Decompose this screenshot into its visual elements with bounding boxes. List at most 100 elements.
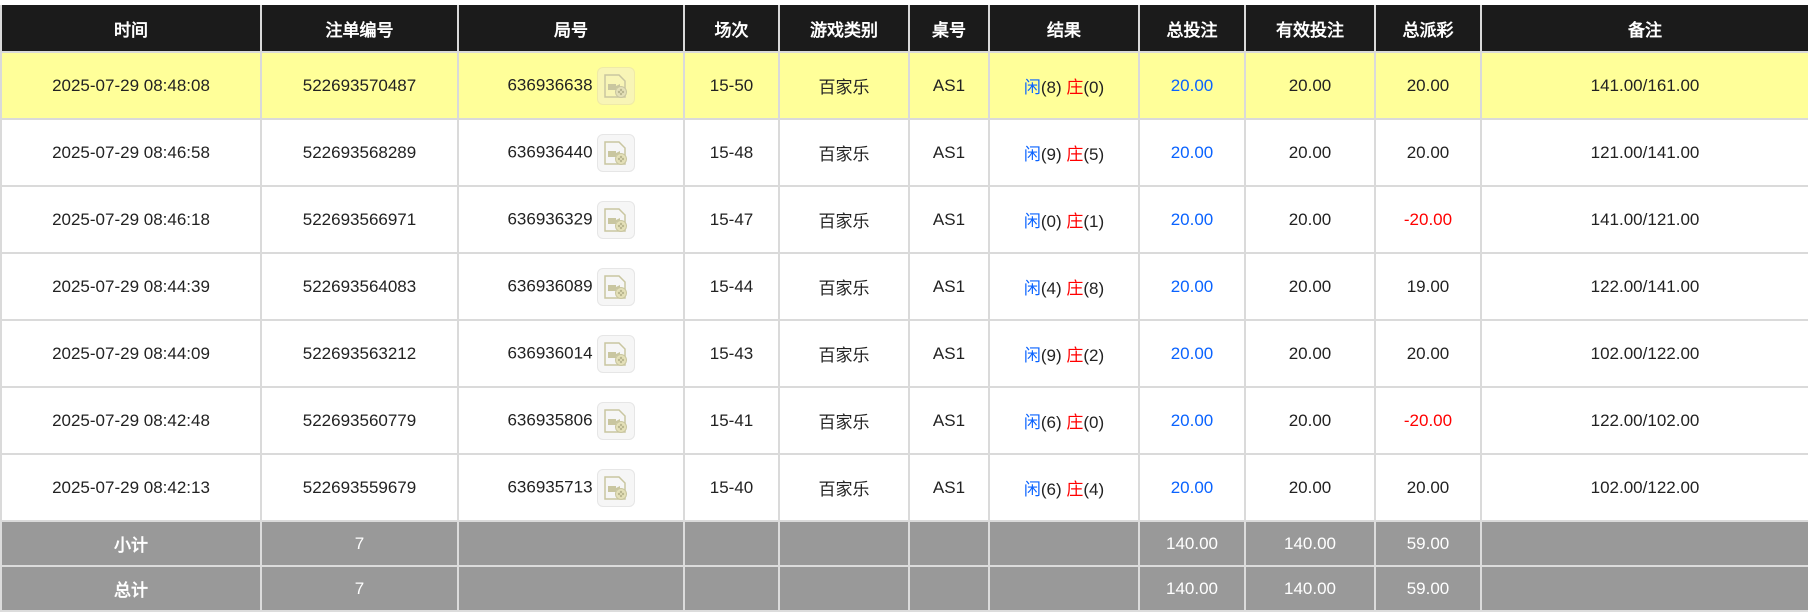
table-row[interactable]: 2025-07-29 08:44:39 522693564083 636936089… [0, 252, 1808, 321]
banker-label: 庄 [1066, 413, 1084, 432]
cell-remark: 122.00/141.00 [1480, 252, 1808, 321]
cell-time: 2025-07-29 08:42:13 [0, 453, 262, 522]
banker-label: 庄 [1066, 78, 1084, 97]
cell-result: 闲(4) 庄(8) [988, 252, 1140, 321]
summary-empty [908, 520, 990, 567]
cell-time: 2025-07-29 08:48:08 [0, 51, 262, 120]
summary-row: 总计 7 140.00 140.00 59.00 [0, 565, 1808, 612]
video-replay-icon[interactable] [596, 66, 635, 105]
banker-label: 庄 [1066, 346, 1084, 365]
banker-label: 庄 [1066, 212, 1084, 231]
summary-empty [1480, 565, 1808, 612]
cell-valid-bet: 20.00 [1244, 319, 1376, 388]
banker-score: (0) [1083, 78, 1105, 97]
player-label: 闲 [1023, 480, 1041, 499]
table-row[interactable]: 2025-07-29 08:48:08 522693570487 636936638… [0, 51, 1808, 120]
round-number: 636936089 [507, 275, 593, 295]
cell-shoe: 15-43 [683, 319, 780, 388]
summary-count: 7 [260, 520, 459, 567]
table-row[interactable]: 2025-07-29 08:44:09 522693563212 636936014… [0, 319, 1808, 388]
cell-valid-bet: 20.00 [1244, 185, 1376, 254]
table-row[interactable]: 2025-07-29 08:42:48 522693560779 636935806… [0, 386, 1808, 455]
video-replay-icon[interactable] [596, 468, 635, 507]
summary-row: 小计 7 140.00 140.00 59.00 [0, 520, 1808, 567]
summary-empty [457, 565, 685, 612]
cell-game: 百家乐 [778, 252, 910, 321]
header-shoe: 场次 [683, 5, 780, 52]
summary-valid-bet: 140.00 [1244, 520, 1376, 567]
cell-time: 2025-07-29 08:42:48 [0, 386, 262, 455]
cell-remark: 141.00/121.00 [1480, 185, 1808, 254]
cell-bet-id: 522693560779 [260, 386, 459, 455]
cell-round: 636936329 [457, 185, 685, 254]
header-round: 局号 [457, 5, 685, 52]
cell-total-bet: 20.00 [1138, 51, 1246, 120]
cell-payout: 20.00 [1374, 118, 1482, 187]
cell-round: 636935713 [457, 453, 685, 522]
summary-total-bet: 140.00 [1138, 520, 1246, 567]
cell-payout: -20.00 [1374, 386, 1482, 455]
cell-remark: 121.00/141.00 [1480, 118, 1808, 187]
summary-empty [778, 520, 910, 567]
cell-valid-bet: 20.00 [1244, 118, 1376, 187]
summary-empty [778, 565, 910, 612]
cell-round: 636936089 [457, 252, 685, 321]
cell-table: AS1 [908, 118, 990, 187]
player-score: (4) [1040, 279, 1062, 298]
video-replay-icon[interactable] [596, 200, 635, 239]
cell-game: 百家乐 [778, 386, 910, 455]
summary-label: 总计 [0, 565, 262, 612]
player-label: 闲 [1023, 145, 1041, 164]
cell-game: 百家乐 [778, 185, 910, 254]
cell-table: AS1 [908, 319, 990, 388]
cell-game: 百家乐 [778, 51, 910, 120]
cell-payout: 20.00 [1374, 319, 1482, 388]
summary-payout: 59.00 [1374, 565, 1482, 612]
cell-bet-id: 522693564083 [260, 252, 459, 321]
table-row[interactable]: 2025-07-29 08:46:18 522693566971 636936329… [0, 185, 1808, 254]
cell-result: 闲(8) 庄(0) [988, 51, 1140, 120]
banker-score: (4) [1083, 480, 1105, 499]
summary-valid-bet: 140.00 [1244, 565, 1376, 612]
player-label: 闲 [1023, 212, 1041, 231]
cell-bet-id: 522693559679 [260, 453, 459, 522]
cell-table: AS1 [908, 453, 990, 522]
header-total-bet: 总投注 [1138, 5, 1246, 52]
cell-shoe: 15-48 [683, 118, 780, 187]
cell-remark: 102.00/122.00 [1480, 453, 1808, 522]
cell-total-bet: 20.00 [1138, 319, 1246, 388]
summary-empty [683, 565, 780, 612]
player-label: 闲 [1023, 279, 1041, 298]
cell-total-bet: 20.00 [1138, 386, 1246, 455]
banker-label: 庄 [1066, 145, 1084, 164]
cell-shoe: 15-50 [683, 51, 780, 120]
cell-total-bet: 20.00 [1138, 185, 1246, 254]
video-replay-icon[interactable] [596, 267, 635, 306]
video-replay-icon[interactable] [596, 401, 635, 440]
round-number: 636935806 [507, 409, 593, 429]
cell-bet-id: 522693566971 [260, 185, 459, 254]
player-score: (9) [1040, 145, 1062, 164]
summary-label: 小计 [0, 520, 262, 567]
cell-valid-bet: 20.00 [1244, 252, 1376, 321]
video-replay-icon[interactable] [596, 133, 635, 172]
round-number: 636936014 [507, 342, 593, 362]
cell-shoe: 15-40 [683, 453, 780, 522]
cell-round: 636936014 [457, 319, 685, 388]
cell-valid-bet: 20.00 [1244, 51, 1376, 120]
cell-table: AS1 [908, 185, 990, 254]
banker-label: 庄 [1066, 480, 1084, 499]
cell-time: 2025-07-29 08:46:58 [0, 118, 262, 187]
video-replay-icon[interactable] [596, 334, 635, 373]
header-payout: 总派彩 [1374, 5, 1482, 52]
bet-records-table-container: 时间 注单编号 局号 场次 游戏类别 桌号 结果 总投注 有效投注 总派彩 备注… [0, 5, 1808, 612]
player-score: (0) [1040, 212, 1062, 231]
table-header-row: 时间 注单编号 局号 场次 游戏类别 桌号 结果 总投注 有效投注 总派彩 备注 [0, 5, 1808, 52]
summary-empty [988, 520, 1140, 567]
table-row[interactable]: 2025-07-29 08:46:58 522693568289 636936440… [0, 118, 1808, 187]
banker-score: (0) [1083, 413, 1105, 432]
summary-empty [683, 520, 780, 567]
round-number: 636936638 [507, 74, 593, 94]
table-row[interactable]: 2025-07-29 08:42:13 522693559679 636935713… [0, 453, 1808, 522]
cell-valid-bet: 20.00 [1244, 453, 1376, 522]
